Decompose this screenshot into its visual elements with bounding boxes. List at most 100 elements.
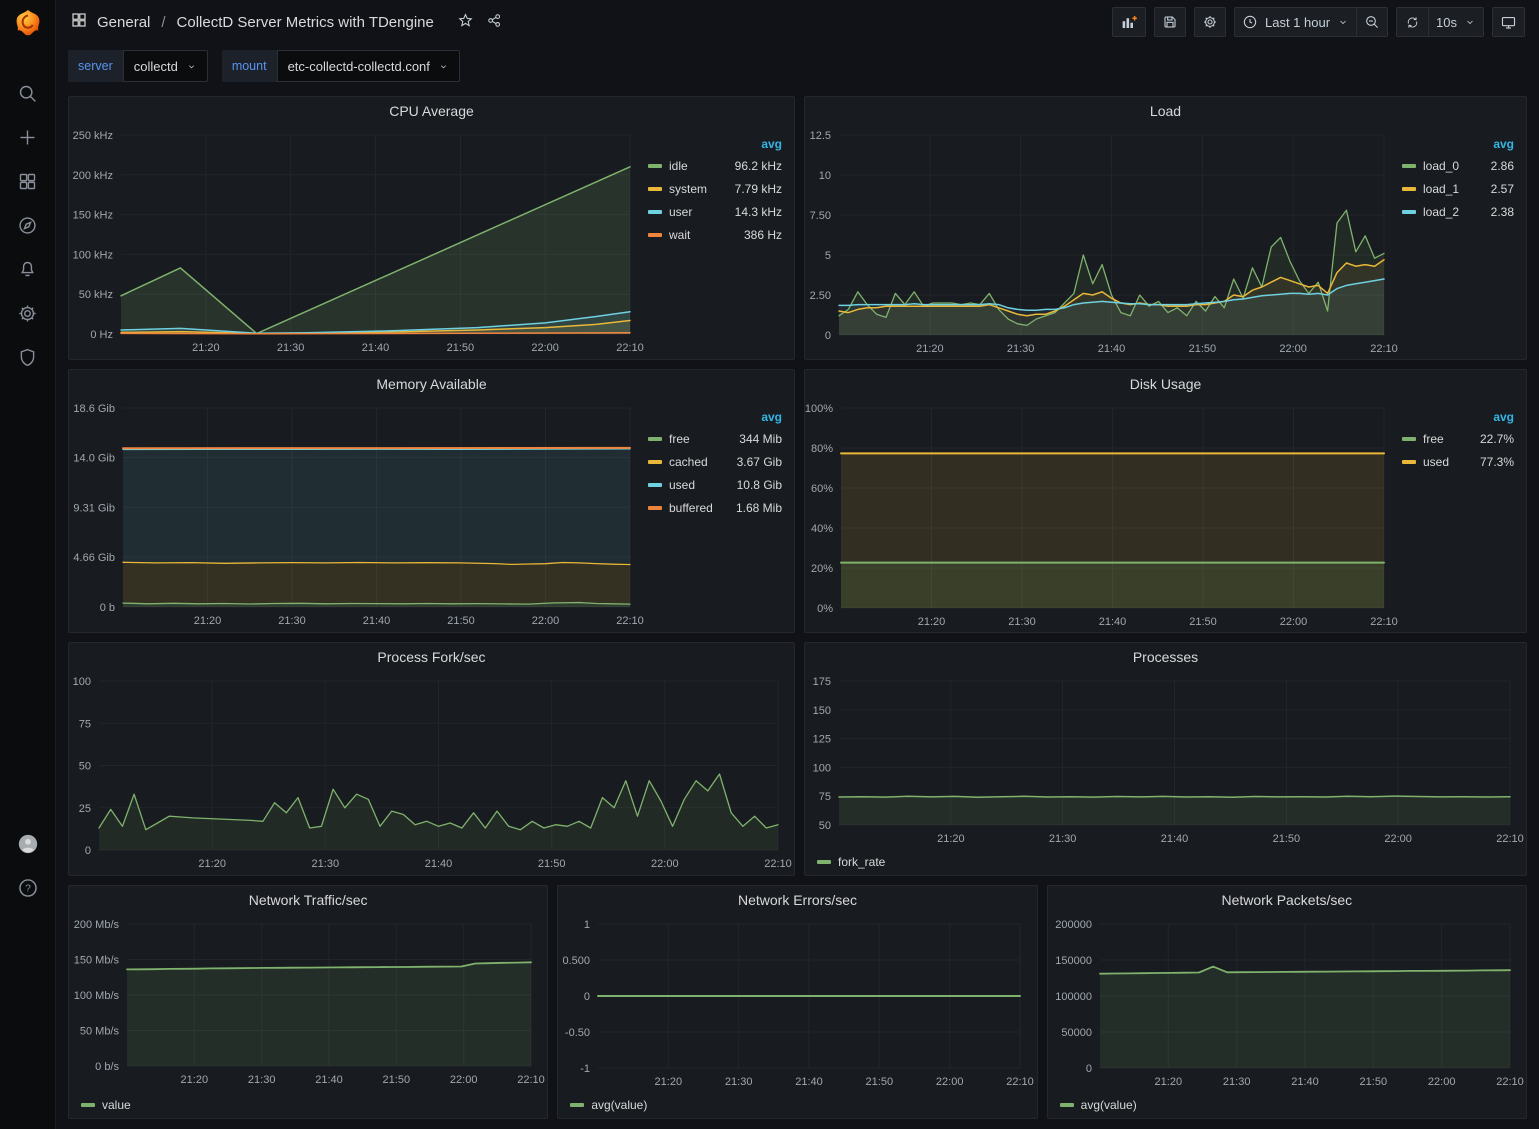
star-icon[interactable] <box>457 12 474 33</box>
legend-item-user[interactable]: user 14.3 kHz <box>648 205 782 219</box>
panel-title-processes[interactable]: Processes <box>1132 649 1199 665</box>
share-icon[interactable] <box>486 12 503 33</box>
svg-text:21:20: 21:20 <box>655 1076 683 1088</box>
series-color-swatch <box>81 1103 95 1107</box>
legend-item-fork_rate[interactable]: fork_rate <box>838 855 886 869</box>
process-fork-chart[interactable]: 0 25 50 75 100 21:20 21:30 21:40 21:50 22:00 22:10 <box>69 671 794 875</box>
svg-text:150 Mb/s: 150 Mb/s <box>74 955 120 967</box>
variable-server-value[interactable]: collectd <box>122 50 208 82</box>
add-panel-button[interactable] <box>1111 7 1146 37</box>
panel-title-disk[interactable]: Disk Usage <box>1129 376 1202 392</box>
dashboard-grid: CPU Average 0 Hz 50 kHz 100 kHz 150 kHz 200 … <box>56 88 1539 1129</box>
svg-text:21:50: 21:50 <box>1189 616 1217 628</box>
legend-stat-header[interactable]: avg <box>1493 137 1514 151</box>
help-icon[interactable]: ? <box>17 877 39 899</box>
grafana-logo[interactable] <box>0 0 56 46</box>
cycle-view-mode-button[interactable] <box>1492 7 1525 37</box>
memory-available-chart[interactable]: 0 b 4.66 Gib 9.31 Gib 14.0 Gib 18.6 Gib 21:20… <box>69 398 646 632</box>
series-avg-value: 14.3 kHz <box>734 205 782 219</box>
legend-item-used[interactable]: used 10.8 Gib <box>648 478 782 492</box>
breadcrumb-separator: / <box>161 13 166 31</box>
legend-item-used[interactable]: used 77.3% <box>1402 455 1514 469</box>
alerting-bell-icon[interactable] <box>17 258 39 280</box>
legend-stat-header[interactable]: avg <box>761 410 782 424</box>
svg-text:21:50: 21:50 <box>1359 1076 1387 1088</box>
refresh-button[interactable] <box>1396 7 1429 37</box>
panel-title-process-fork[interactable]: Process Fork/sec <box>377 649 486 665</box>
svg-text:100%: 100% <box>805 403 833 415</box>
explore-compass-icon[interactable] <box>17 214 39 236</box>
panel-title-cpu-average[interactable]: CPU Average <box>389 103 474 119</box>
series-name: used <box>669 478 696 492</box>
legend-item-free[interactable]: free 344 Mib <box>648 432 782 446</box>
svg-text:175: 175 <box>813 676 831 688</box>
legend-item-value[interactable]: value <box>102 1098 131 1112</box>
dashboards-icon[interactable] <box>17 170 39 192</box>
svg-text:150: 150 <box>813 705 831 717</box>
svg-text:21:40: 21:40 <box>363 615 391 627</box>
svg-text:22:00: 22:00 <box>1384 833 1412 845</box>
dashboard-title[interactable]: CollectD Server Metrics with TDengine <box>176 13 434 31</box>
legend-item-load_0[interactable]: load_0 2.86 <box>1402 159 1514 173</box>
legend-item-load_2[interactable]: load_2 2.38 <box>1402 205 1514 219</box>
panel-title-network-packets[interactable]: Network Packets/sec <box>1221 892 1353 908</box>
search-icon[interactable] <box>17 82 39 104</box>
panel-memory-available: Memory Available 0 b 4.66 Gib 9.31 Gib 14.0… <box>68 369 795 633</box>
svg-text:25: 25 <box>79 803 91 815</box>
svg-text:100: 100 <box>813 762 831 774</box>
svg-text:0: 0 <box>1086 1063 1092 1075</box>
svg-text:22:00: 22:00 <box>450 1074 478 1086</box>
series-avg-value: 77.3% <box>1479 455 1514 469</box>
configuration-gear-icon[interactable] <box>17 302 39 324</box>
svg-text:2.50: 2.50 <box>810 290 831 302</box>
processes-legend: fork_rate <box>805 849 1526 875</box>
zoom-out-time-button[interactable] <box>1356 7 1389 37</box>
legend-item-buffered[interactable]: buffered 1.68 Mib <box>648 501 782 515</box>
breadcrumb-section[interactable]: General <box>97 13 151 31</box>
legend-item-avg(value)[interactable]: avg(value) <box>591 1098 648 1112</box>
legend-item-cached[interactable]: cached 3.67 Gib <box>648 455 782 469</box>
network-packets-chart[interactable]: 0 50000 100000 150000 200000 21:20 21:30 21:40 2… <box>1048 914 1526 1092</box>
panel-title-network-errors[interactable]: Network Errors/sec <box>737 892 857 908</box>
svg-text:21:40: 21:40 <box>362 342 390 354</box>
network-errors-chart[interactable]: -1 -0.50 0 0.500 1 21:20 21:30 21:40 21:50 22:00 2… <box>558 914 1036 1092</box>
create-plus-icon[interactable] <box>17 126 39 148</box>
legend-item-load_1[interactable]: load_1 2.57 <box>1402 182 1514 196</box>
panel-title-memory[interactable]: Memory Available <box>376 376 487 392</box>
legend-item-idle[interactable]: idle 96.2 kHz <box>648 159 782 173</box>
time-range-picker[interactable]: Last 1 hour <box>1233 7 1357 37</box>
legend-item-system[interactable]: system 7.79 kHz <box>648 182 782 196</box>
network-packets-legend: avg(value) <box>1048 1092 1526 1118</box>
network-traffic-chart[interactable]: 0 b/s 50 Mb/s 100 Mb/s 150 Mb/s 200 Mb/s 21:2… <box>69 914 547 1092</box>
user-avatar[interactable] <box>17 833 39 855</box>
svg-text:50000: 50000 <box>1061 1027 1092 1039</box>
panel-disk-usage: Disk Usage 0% 20% 40% 60% 80% 100% 21:20 21:30 2… <box>804 369 1527 633</box>
legend-item-wait[interactable]: wait 386 Hz <box>648 228 782 242</box>
processes-chart[interactable]: 50 75 100 125 150 175 21:20 21:30 21:40 21:50 22:0… <box>805 671 1526 849</box>
panel-network-errors: Network Errors/sec -1 -0.50 0 0.500 1 21:20 21… <box>557 885 1038 1119</box>
legend-stat-header[interactable]: avg <box>761 137 782 151</box>
panel-title-load[interactable]: Load <box>1149 103 1182 119</box>
svg-text:22:10: 22:10 <box>616 615 644 627</box>
svg-text:10: 10 <box>819 170 831 182</box>
series-name: load_1 <box>1423 182 1460 196</box>
disk-usage-chart[interactable]: 0% 20% 40% 60% 80% 100% 21:20 21:30 21:40 21:50 22… <box>805 398 1400 632</box>
panel-title-network-traffic[interactable]: Network Traffic/sec <box>248 892 368 908</box>
dashboard-settings-button[interactable] <box>1193 7 1226 37</box>
refresh-interval-picker[interactable]: 10s <box>1428 7 1484 37</box>
server-admin-shield-icon[interactable] <box>17 346 39 368</box>
cpu-average-chart[interactable]: 0 Hz 50 kHz 100 kHz 150 kHz 200 kHz 250 kHz 21… <box>69 125 646 359</box>
panel-network-traffic: Network Traffic/sec 0 b/s 50 Mb/s 100 Mb/s… <box>68 885 549 1119</box>
legend-item-free[interactable]: free 22.7% <box>1402 432 1514 446</box>
load-chart[interactable]: 0 2.50 5 7.50 10 12.5 21:20 21:30 21:40 21:50 22:0… <box>805 125 1400 359</box>
apps-grid-icon[interactable] <box>70 11 88 33</box>
series-color-swatch <box>648 233 662 237</box>
legend-item-avg(value)[interactable]: avg(value) <box>1080 1098 1137 1112</box>
variable-mount-value[interactable]: etc-collectd-collectd.conf <box>276 50 460 82</box>
svg-text:80%: 80% <box>811 443 833 455</box>
variables-bar: server collectd mount etc-collectd-colle… <box>56 44 1539 88</box>
save-dashboard-button[interactable] <box>1153 7 1186 37</box>
series-color-swatch <box>1402 164 1416 168</box>
svg-text:21:50: 21:50 <box>447 615 475 627</box>
legend-stat-header[interactable]: avg <box>1493 410 1514 424</box>
